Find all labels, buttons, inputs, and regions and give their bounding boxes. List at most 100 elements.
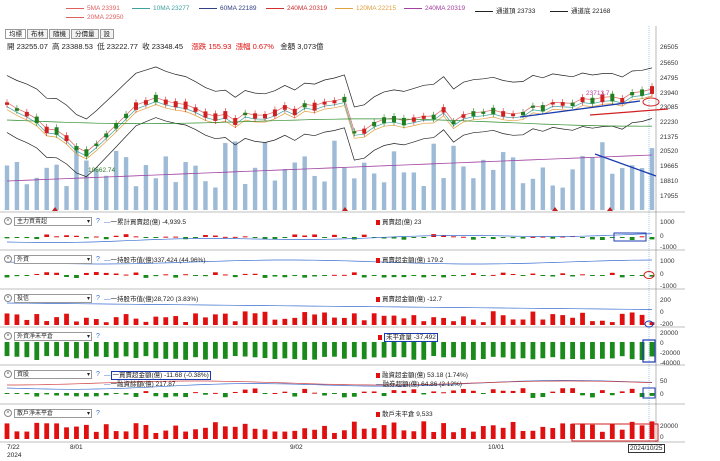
trust-bar xyxy=(431,317,437,325)
candle-body xyxy=(213,113,218,121)
tab-settings[interactable]: 設 xyxy=(99,29,114,39)
candle-body xyxy=(421,115,426,119)
close-icon[interactable]: × xyxy=(4,255,12,263)
trust-bar xyxy=(83,317,89,325)
main-force-bar xyxy=(83,237,89,239)
margin-bar xyxy=(639,393,645,398)
main-force-bar xyxy=(173,236,179,238)
volume-bar xyxy=(411,172,417,210)
tab-bollinger[interactable]: 布林 xyxy=(27,29,48,39)
margin-bar xyxy=(272,392,278,394)
foreign-bar xyxy=(232,275,238,278)
close-icon[interactable]: × xyxy=(4,332,12,340)
trust-bar xyxy=(44,321,50,325)
main-force-bar xyxy=(530,236,536,238)
trust-bar xyxy=(461,316,466,325)
legend-ma240b: 240MA 20319 xyxy=(404,5,465,12)
close-icon[interactable]: × xyxy=(4,370,12,378)
margin-bar xyxy=(341,393,347,398)
tab-average[interactable]: 均標 xyxy=(5,29,26,39)
indicator-select[interactable]: 外資 xyxy=(14,254,92,264)
close-icon[interactable]: × xyxy=(4,217,12,225)
close-icon[interactable]: × xyxy=(4,409,12,417)
main-force-bar xyxy=(629,237,635,240)
main-force-bar xyxy=(520,237,526,239)
volume-bar xyxy=(570,169,575,210)
candle-body xyxy=(183,101,188,110)
candle-body xyxy=(411,117,416,122)
indicator-right-text: 買賣超金額(億) -12.7 xyxy=(376,293,442,303)
trust-bar xyxy=(599,320,605,325)
help-icon[interactable]: ? xyxy=(96,217,100,225)
highlight-box xyxy=(642,339,656,363)
foreign-oi-bar xyxy=(34,342,40,360)
help-icon[interactable]: ? xyxy=(96,294,100,302)
high-value: 高 23388.53 xyxy=(52,42,93,51)
foreign-bar xyxy=(381,275,387,278)
retail-oi-bar xyxy=(530,430,536,439)
signal-marker xyxy=(342,207,348,211)
indicator-select[interactable]: 投信 xyxy=(14,293,92,303)
indicator-left-text: —一累計買賣超(億) -4,939.5 xyxy=(104,219,186,226)
main-force-bar xyxy=(163,236,169,238)
foreign-oi-bar xyxy=(143,342,149,357)
legend-ma240: 240MA 20319 xyxy=(266,5,327,12)
help-icon[interactable]: ? xyxy=(96,409,100,417)
help-icon[interactable]: ? xyxy=(96,255,100,263)
close-icon[interactable]: × xyxy=(4,294,12,302)
trust-bar xyxy=(113,317,119,325)
foreign-bar xyxy=(34,273,40,275)
volume-bar xyxy=(629,165,635,210)
foreign-oi-bar xyxy=(629,342,635,360)
signal-marker xyxy=(552,207,558,211)
foreign-oi-bar xyxy=(619,342,625,357)
foreign-bar xyxy=(222,274,228,276)
retail-oi-bar xyxy=(4,423,10,439)
margin-bar xyxy=(361,391,367,393)
indicator-select[interactable]: 主力買賣超 xyxy=(14,216,92,226)
channel-upper-line xyxy=(6,66,653,120)
foreign-bar xyxy=(451,275,456,276)
margin-bar xyxy=(123,393,129,395)
help-icon[interactable]: ? xyxy=(96,332,100,340)
margin-bar xyxy=(421,393,427,395)
volume-bar xyxy=(322,181,327,210)
retail-oi-bar xyxy=(480,426,486,439)
indicator-select[interactable]: 資股 xyxy=(14,369,92,379)
foreign-oi-bar xyxy=(83,342,89,359)
margin-bar xyxy=(103,393,109,396)
trust-bar xyxy=(183,322,189,325)
retail-oi-bar xyxy=(461,427,466,439)
margin-bar xyxy=(351,393,357,397)
foreign-oi-bar xyxy=(351,342,357,358)
foreign-bar xyxy=(14,275,20,277)
candle-body xyxy=(530,105,535,108)
indicator-select[interactable]: 散戶淨未平倉 xyxy=(14,408,92,418)
candle-body xyxy=(382,117,387,124)
tab-stochastic[interactable]: 隨機 xyxy=(49,29,70,39)
candle-body xyxy=(441,107,446,113)
trust-bar xyxy=(351,313,357,325)
indicator-select[interactable]: 外資淨未平倉 xyxy=(14,331,92,341)
foreign-oi-bar xyxy=(431,342,437,357)
tab-volume-profile[interactable]: 分價量 xyxy=(71,29,99,39)
main-force-bar xyxy=(133,236,139,238)
foreign-bar xyxy=(332,274,337,276)
volume-bar xyxy=(540,167,546,210)
foreign-oi-bar xyxy=(183,342,189,360)
help-icon[interactable]: ? xyxy=(96,370,100,378)
retail-oi-bar xyxy=(649,421,655,439)
volume-bar xyxy=(233,141,238,210)
margin-bar xyxy=(431,391,437,393)
margin-bar xyxy=(550,391,556,393)
margin-bar xyxy=(570,388,576,393)
retail-oi-bar xyxy=(570,423,576,439)
price-tick: 23940 xyxy=(660,90,679,97)
foreign-oi-bar xyxy=(163,342,169,359)
volume-bar xyxy=(173,182,178,210)
retail-oi-bar xyxy=(212,422,218,439)
foreign-oi-bar xyxy=(153,342,159,359)
margin-bar xyxy=(163,393,169,398)
foreign-bar xyxy=(401,275,407,278)
volume-bar xyxy=(34,177,39,210)
